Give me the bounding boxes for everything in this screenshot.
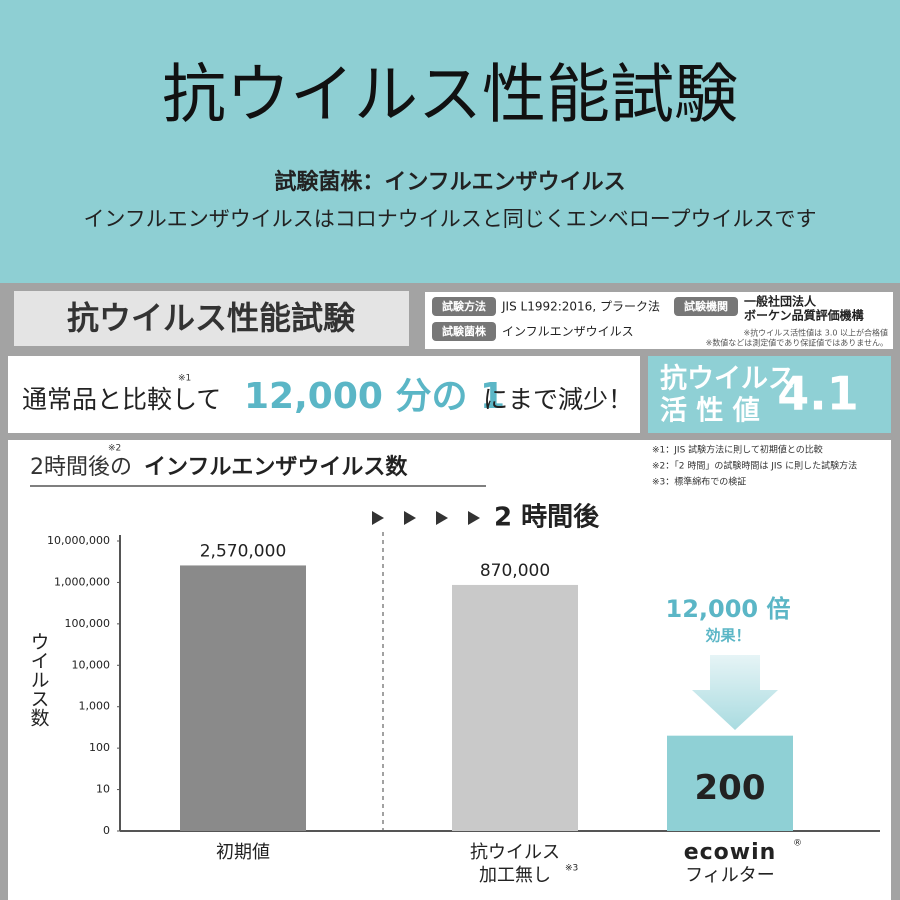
category-mark: ® xyxy=(793,839,802,849)
y-tick-label: 0 xyxy=(103,824,110,837)
y-tick-label: 100 xyxy=(89,741,110,754)
footnote: ※2：「2 時間」の試験時間は JIS に則した試験方法 xyxy=(652,460,857,472)
info-box xyxy=(425,292,893,349)
activity-box xyxy=(648,356,891,433)
footnote: ※3：標準綿布での検証 xyxy=(652,476,746,488)
tag: 試験菌株 xyxy=(442,324,487,338)
org: 一般社団法人 xyxy=(744,294,817,309)
main-title: 抗ウイルス性能試験 xyxy=(162,59,738,133)
tag: 試験方法 xyxy=(442,299,486,313)
info-note: ※数値などは測定値であり保証値ではありません。 xyxy=(706,338,888,348)
summary-highlight: 12,000 分の 1 xyxy=(244,376,505,417)
method: JIS L1992:2016, プラーク法 xyxy=(501,300,660,314)
category-mark: ※3 xyxy=(565,864,578,874)
bar xyxy=(180,565,306,831)
summary-tail: にまで減少！ xyxy=(483,385,633,414)
tag-bg xyxy=(432,322,496,341)
y-tick-label: 10 xyxy=(96,783,110,796)
activity-value: 4.1 xyxy=(777,367,859,421)
x-tick-label: 加工無し xyxy=(479,865,551,886)
header-band xyxy=(0,0,900,283)
x-tick-label: ecowin xyxy=(684,840,777,865)
phase-label: 2 時間後 xyxy=(494,502,600,533)
effect-arrow xyxy=(692,655,778,730)
chart-title: インフルエンザウイルス数 xyxy=(144,454,408,480)
note-mark: ※1 xyxy=(178,374,191,384)
x-tick-label: 初期値 xyxy=(216,842,270,863)
strain: インフルエンザウイルス xyxy=(502,325,634,339)
y-axis-label: ウイルス数 xyxy=(28,632,50,727)
x-tick-label: フィルター xyxy=(685,865,775,886)
tag-bg xyxy=(432,297,496,316)
footnote: ※1：JIS 試験方法に則して初期値との比較 xyxy=(652,444,823,456)
phase-arrows xyxy=(372,511,480,525)
title-mark: ※2 xyxy=(108,444,121,454)
y-tick-label: 10,000,000 xyxy=(47,534,110,547)
y-tick-label: 100,000 xyxy=(65,617,111,630)
activity-label: 抗ウイルス xyxy=(660,363,795,395)
tag-bg xyxy=(674,297,738,316)
tag: 試験機関 xyxy=(684,299,728,313)
bar xyxy=(667,735,793,831)
info-title: 抗ウイルス性能試験 xyxy=(67,299,356,337)
activity-label: 活 性 値 xyxy=(660,396,760,427)
value-label: 870,000 xyxy=(480,561,550,581)
summary-box xyxy=(8,356,640,433)
y-tick-label: 1,000 xyxy=(79,700,111,713)
bar xyxy=(452,584,578,831)
subtitle: 試験菌株：インフルエンザウイルス xyxy=(274,169,625,195)
value-label: 200 xyxy=(695,768,766,808)
info-note: ※抗ウイルス活性値は 3.0 以上が合格値 xyxy=(743,328,888,338)
annotation: 12,000 倍 xyxy=(666,595,791,623)
info-title-box xyxy=(14,291,409,346)
annotation: 効果！ xyxy=(705,627,750,645)
value-label: 2,570,000 xyxy=(200,541,287,561)
org: ボーケン品質評価機構 xyxy=(744,308,864,323)
summary-lead: 通常品と比較して xyxy=(22,385,221,414)
description: インフルエンザウイルスはコロナウイルスと同じくエンベロープウイルスです xyxy=(83,207,816,231)
chart-title-lead: 2時間後の xyxy=(30,455,132,480)
y-axis-label: ウイルス数 xyxy=(28,632,50,727)
y-tick-label: 1,000,000 xyxy=(54,575,110,588)
y-tick-label: 10,000 xyxy=(72,658,111,671)
x-tick-label: 抗ウイルス xyxy=(470,842,560,863)
